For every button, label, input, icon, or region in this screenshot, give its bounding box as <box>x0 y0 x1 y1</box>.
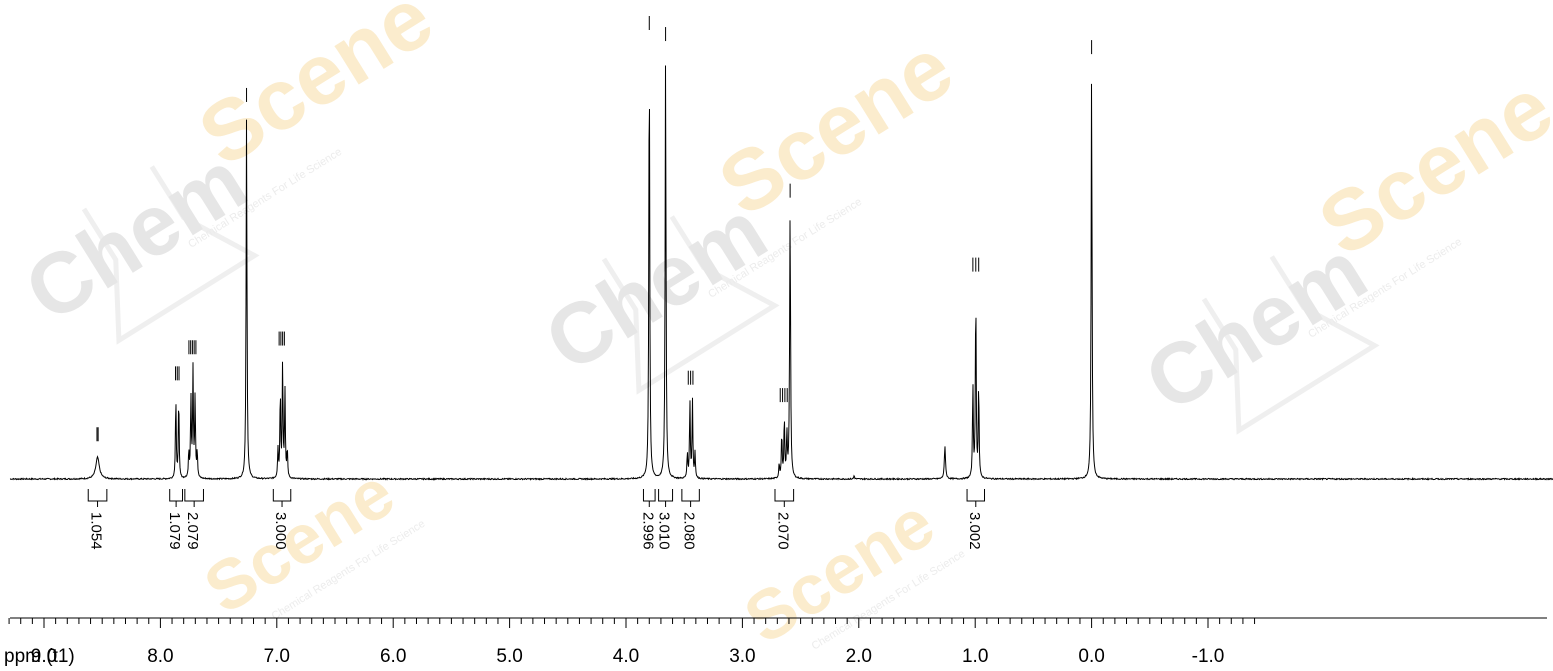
watermark-logo: Chem Scene Chemical Reagents For Life Sc… <box>529 19 969 395</box>
integral: 2.996 <box>639 489 656 550</box>
x-tick-label: 4.0 <box>613 646 639 667</box>
x-tick-label: 6.0 <box>380 646 406 667</box>
watermark-brand-suffix: Scene <box>1303 59 1553 275</box>
integral-label: 3.002 <box>966 512 983 550</box>
integrals: 1.054 1.079 2.079 3.000 2.996 3.010 2.080 2.070… <box>87 489 986 550</box>
watermark-logo: Scene Chemical Reagents For Life Science <box>731 483 967 658</box>
integral-label: 1.054 <box>88 512 105 550</box>
integral-label: 2.080 <box>681 512 698 550</box>
integral-bracket <box>87 489 108 507</box>
watermark-logo: Chem Scene Chemical Reagents For Life Sc… <box>9 0 449 345</box>
watermark-brand-suffix: Scene <box>183 0 449 185</box>
integral: 1.054 <box>87 489 108 550</box>
x-tick-label: 1.0 <box>962 646 988 667</box>
integral-bracket <box>642 489 656 507</box>
x-tick-label: 0.0 <box>1078 646 1104 667</box>
integral: 1.079 <box>166 489 183 550</box>
integral-bracket <box>774 489 795 507</box>
integral-bracket <box>658 489 674 507</box>
integral-label: 3.010 <box>656 512 673 550</box>
integral-bracket <box>184 489 204 507</box>
peak-marks <box>96 16 1093 442</box>
integral: 3.002 <box>966 489 986 550</box>
integral-label: 3.000 <box>272 512 289 550</box>
x-tick-label: 5.0 <box>496 646 522 667</box>
watermark-logo: Scene Chemical Reagents For Life Science <box>191 453 427 628</box>
x-tick-label: 9.0 <box>31 646 57 667</box>
integral-label: 2.996 <box>639 512 656 550</box>
x-tick-label: 8.0 <box>147 646 173 667</box>
watermark-brand-suffix: Scene <box>703 19 969 235</box>
integral-bracket <box>966 489 986 507</box>
x-axis: 9.0 8.0 7.0 6.0 5.0 4.0 3.0 2.0 1.0 0.0 -1.0 <box>8 617 1547 667</box>
x-tick-label: -1.0 <box>1192 646 1225 667</box>
flask-icon <box>601 215 780 395</box>
integral-label: 1.079 <box>166 512 183 550</box>
flask-icon <box>1201 255 1380 435</box>
integral-bracket <box>169 489 184 507</box>
spectrum-line <box>9 65 1553 481</box>
flask-icon <box>81 165 260 345</box>
watermark-logo: Chem Scene Chemical Reagents For Life Sc… <box>1129 59 1553 435</box>
integral: 2.070 <box>774 489 795 550</box>
integral-label: 2.070 <box>774 512 791 550</box>
x-tick-label: 3.0 <box>729 646 755 667</box>
integral: 3.000 <box>272 489 292 550</box>
integral: 2.079 <box>184 489 204 550</box>
integral: 3.010 <box>656 489 674 550</box>
x-tick-label: 7.0 <box>264 646 290 667</box>
integral-bracket <box>681 489 700 507</box>
integral-bracket <box>272 489 292 507</box>
x-axis-label: ppm (t1) <box>4 646 75 667</box>
x-tick-label: 2.0 <box>846 646 872 667</box>
integral-label: 2.079 <box>184 512 201 550</box>
integral: 2.080 <box>681 489 700 550</box>
